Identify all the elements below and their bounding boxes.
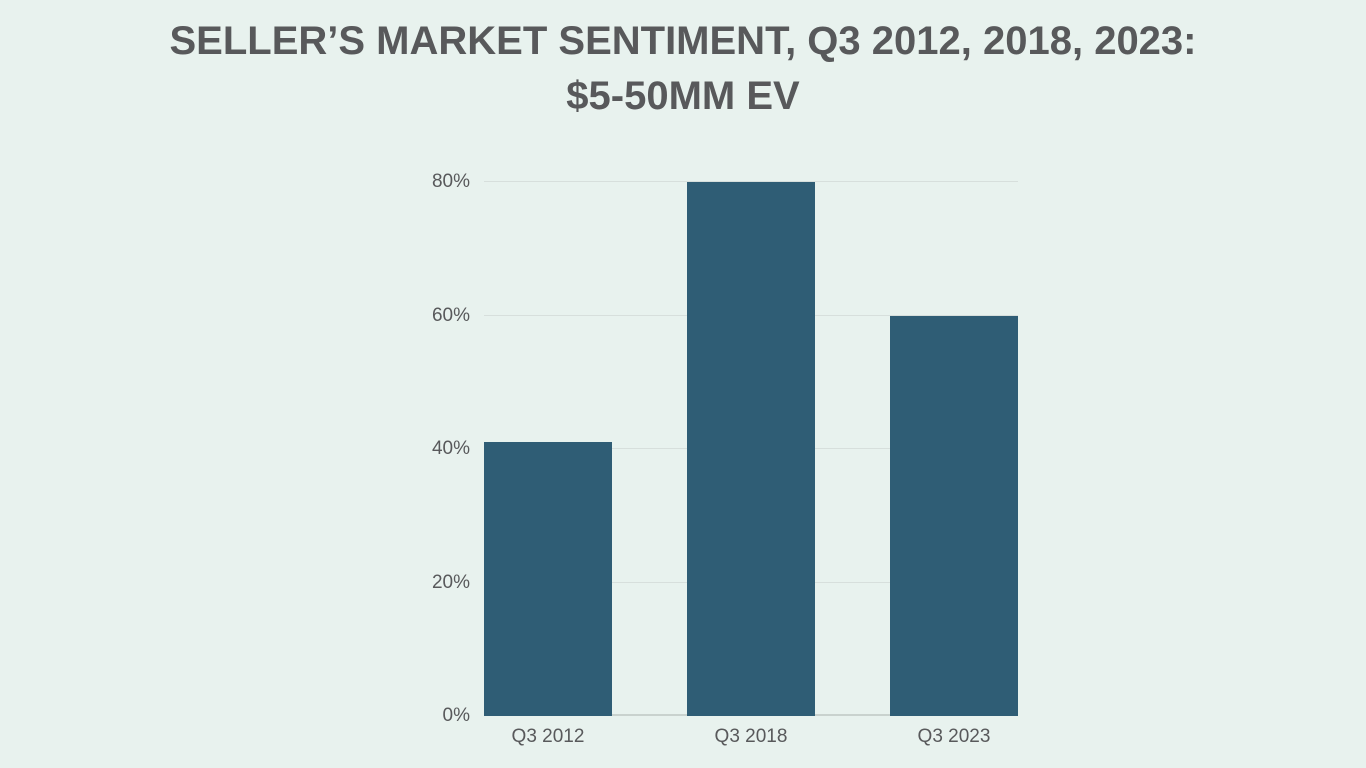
bar-cell-q3-2023: Q3 2023 [890, 182, 1018, 747]
chart-title: SELLER’S MARKET SENTIMENT, Q3 2012, 2018… [0, 14, 1366, 124]
y-tick-label-60: 60% [431, 304, 470, 326]
y-tick-label-20: 20% [431, 571, 470, 593]
y-tick-label-0: 0% [442, 705, 470, 726]
bar-q3-2023 [890, 315, 1018, 716]
y-tick-label-40: 40% [431, 438, 470, 459]
y-axis: 0% 20% 40% 60% 80% [0, 171, 470, 726]
bar-series: Q3 2012 Q3 2018 Q3 2023 [484, 182, 1018, 747]
y-tick-label-80: 80% [431, 171, 470, 192]
x-tick-label-q3-2018: Q3 2018 [714, 726, 788, 747]
bar-cell-q3-2012: Q3 2012 [484, 182, 612, 747]
bar-q3-2018 [687, 182, 815, 716]
chart-title-line1: SELLER’S MARKET SENTIMENT, Q3 2012, 2018… [169, 19, 1197, 63]
plot-area: Q3 2012 Q3 2018 Q3 2023 [484, 181, 1018, 747]
gridline-80 [484, 181, 1018, 182]
bar-q3-2012 [484, 442, 612, 716]
chart-title-line2: $5-50MM EV [566, 74, 800, 118]
x-tick-label-q3-2023: Q3 2023 [917, 726, 991, 747]
x-tick-label-q3-2012: Q3 2012 [511, 726, 585, 747]
bar-cell-q3-2018: Q3 2018 [687, 182, 815, 747]
